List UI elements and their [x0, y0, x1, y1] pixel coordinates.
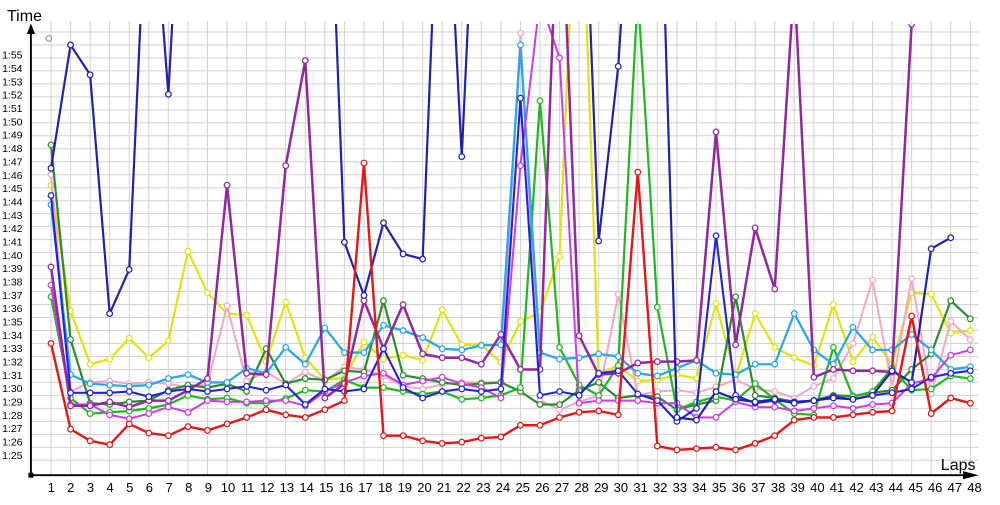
svg-text:47: 47	[948, 480, 962, 495]
svg-text:1:30: 1:30	[2, 383, 23, 395]
svg-text:28: 28	[574, 480, 588, 495]
svg-text:Laps: Laps	[941, 457, 976, 474]
svg-text:1:42: 1:42	[2, 223, 23, 235]
svg-text:1:39: 1:39	[2, 263, 23, 275]
svg-text:1:26: 1:26	[2, 437, 23, 449]
svg-text:30: 30	[614, 480, 628, 495]
svg-text:1:27: 1:27	[2, 423, 23, 435]
svg-text:8: 8	[185, 480, 192, 495]
svg-text:1:33: 1:33	[2, 343, 23, 355]
svg-text:42: 42	[849, 480, 863, 495]
svg-text:44: 44	[889, 480, 903, 495]
svg-text:40: 40	[810, 480, 824, 495]
svg-text:35: 35	[712, 480, 726, 495]
svg-text:1:38: 1:38	[2, 277, 23, 289]
svg-text:14: 14	[299, 480, 313, 495]
svg-text:29: 29	[594, 480, 608, 495]
svg-text:32: 32	[653, 480, 667, 495]
svg-text:1:35: 1:35	[2, 317, 23, 329]
svg-text:33: 33	[673, 480, 687, 495]
svg-text:18: 18	[378, 480, 392, 495]
svg-text:45: 45	[908, 480, 922, 495]
svg-text:9: 9	[205, 480, 212, 495]
svg-text:36: 36	[732, 480, 746, 495]
svg-text:1:53: 1:53	[2, 76, 23, 88]
svg-text:1:45: 1:45	[2, 183, 23, 195]
svg-text:1:29: 1:29	[2, 397, 23, 409]
svg-text:1:44: 1:44	[2, 196, 23, 208]
svg-text:5: 5	[126, 480, 133, 495]
svg-text:10: 10	[221, 480, 235, 495]
svg-text:1:25: 1:25	[2, 450, 23, 462]
svg-text:1:47: 1:47	[2, 156, 23, 168]
svg-text:3: 3	[87, 480, 94, 495]
svg-text:2: 2	[67, 480, 74, 495]
svg-text:31: 31	[633, 480, 647, 495]
svg-text:1:37: 1:37	[2, 290, 23, 302]
svg-text:1:28: 1:28	[2, 410, 23, 422]
svg-text:1:49: 1:49	[2, 130, 23, 142]
svg-text:37: 37	[751, 480, 765, 495]
svg-text:1:43: 1:43	[2, 210, 23, 222]
svg-text:34: 34	[692, 480, 706, 495]
svg-text:1:50: 1:50	[2, 116, 23, 128]
svg-text:12: 12	[260, 480, 274, 495]
svg-text:26: 26	[535, 480, 549, 495]
svg-text:48: 48	[967, 480, 981, 495]
svg-text:13: 13	[280, 480, 294, 495]
svg-text:41: 41	[830, 480, 844, 495]
svg-text:1:46: 1:46	[2, 170, 23, 182]
svg-text:1:32: 1:32	[2, 357, 23, 369]
svg-text:1:41: 1:41	[2, 237, 23, 249]
svg-text:1:55: 1:55	[2, 50, 23, 62]
svg-text:4: 4	[106, 480, 113, 495]
svg-text:23: 23	[476, 480, 490, 495]
svg-text:24: 24	[496, 480, 510, 495]
svg-text:38: 38	[771, 480, 785, 495]
svg-text:1:52: 1:52	[2, 90, 23, 102]
svg-text:1:40: 1:40	[2, 250, 23, 262]
svg-text:15: 15	[319, 480, 333, 495]
svg-text:19: 19	[398, 480, 412, 495]
svg-text:27: 27	[555, 480, 569, 495]
svg-text:Time: Time	[7, 8, 42, 25]
svg-text:46: 46	[928, 480, 942, 495]
svg-text:1:51: 1:51	[2, 103, 23, 115]
svg-text:16: 16	[339, 480, 353, 495]
svg-text:6: 6	[146, 480, 153, 495]
svg-text:1:48: 1:48	[2, 143, 23, 155]
svg-text:1:36: 1:36	[2, 303, 23, 315]
svg-text:22: 22	[456, 480, 470, 495]
svg-text:17: 17	[358, 480, 372, 495]
svg-text:1:54: 1:54	[2, 63, 23, 75]
svg-text:21: 21	[437, 480, 451, 495]
svg-text:1: 1	[48, 480, 55, 495]
svg-text:20: 20	[417, 480, 431, 495]
svg-text:39: 39	[790, 480, 804, 495]
svg-text:43: 43	[869, 480, 883, 495]
svg-text:7: 7	[165, 480, 172, 495]
svg-text:25: 25	[515, 480, 529, 495]
svg-text:11: 11	[241, 480, 255, 495]
svg-text:1:34: 1:34	[2, 330, 23, 342]
svg-text:1:31: 1:31	[2, 370, 23, 382]
